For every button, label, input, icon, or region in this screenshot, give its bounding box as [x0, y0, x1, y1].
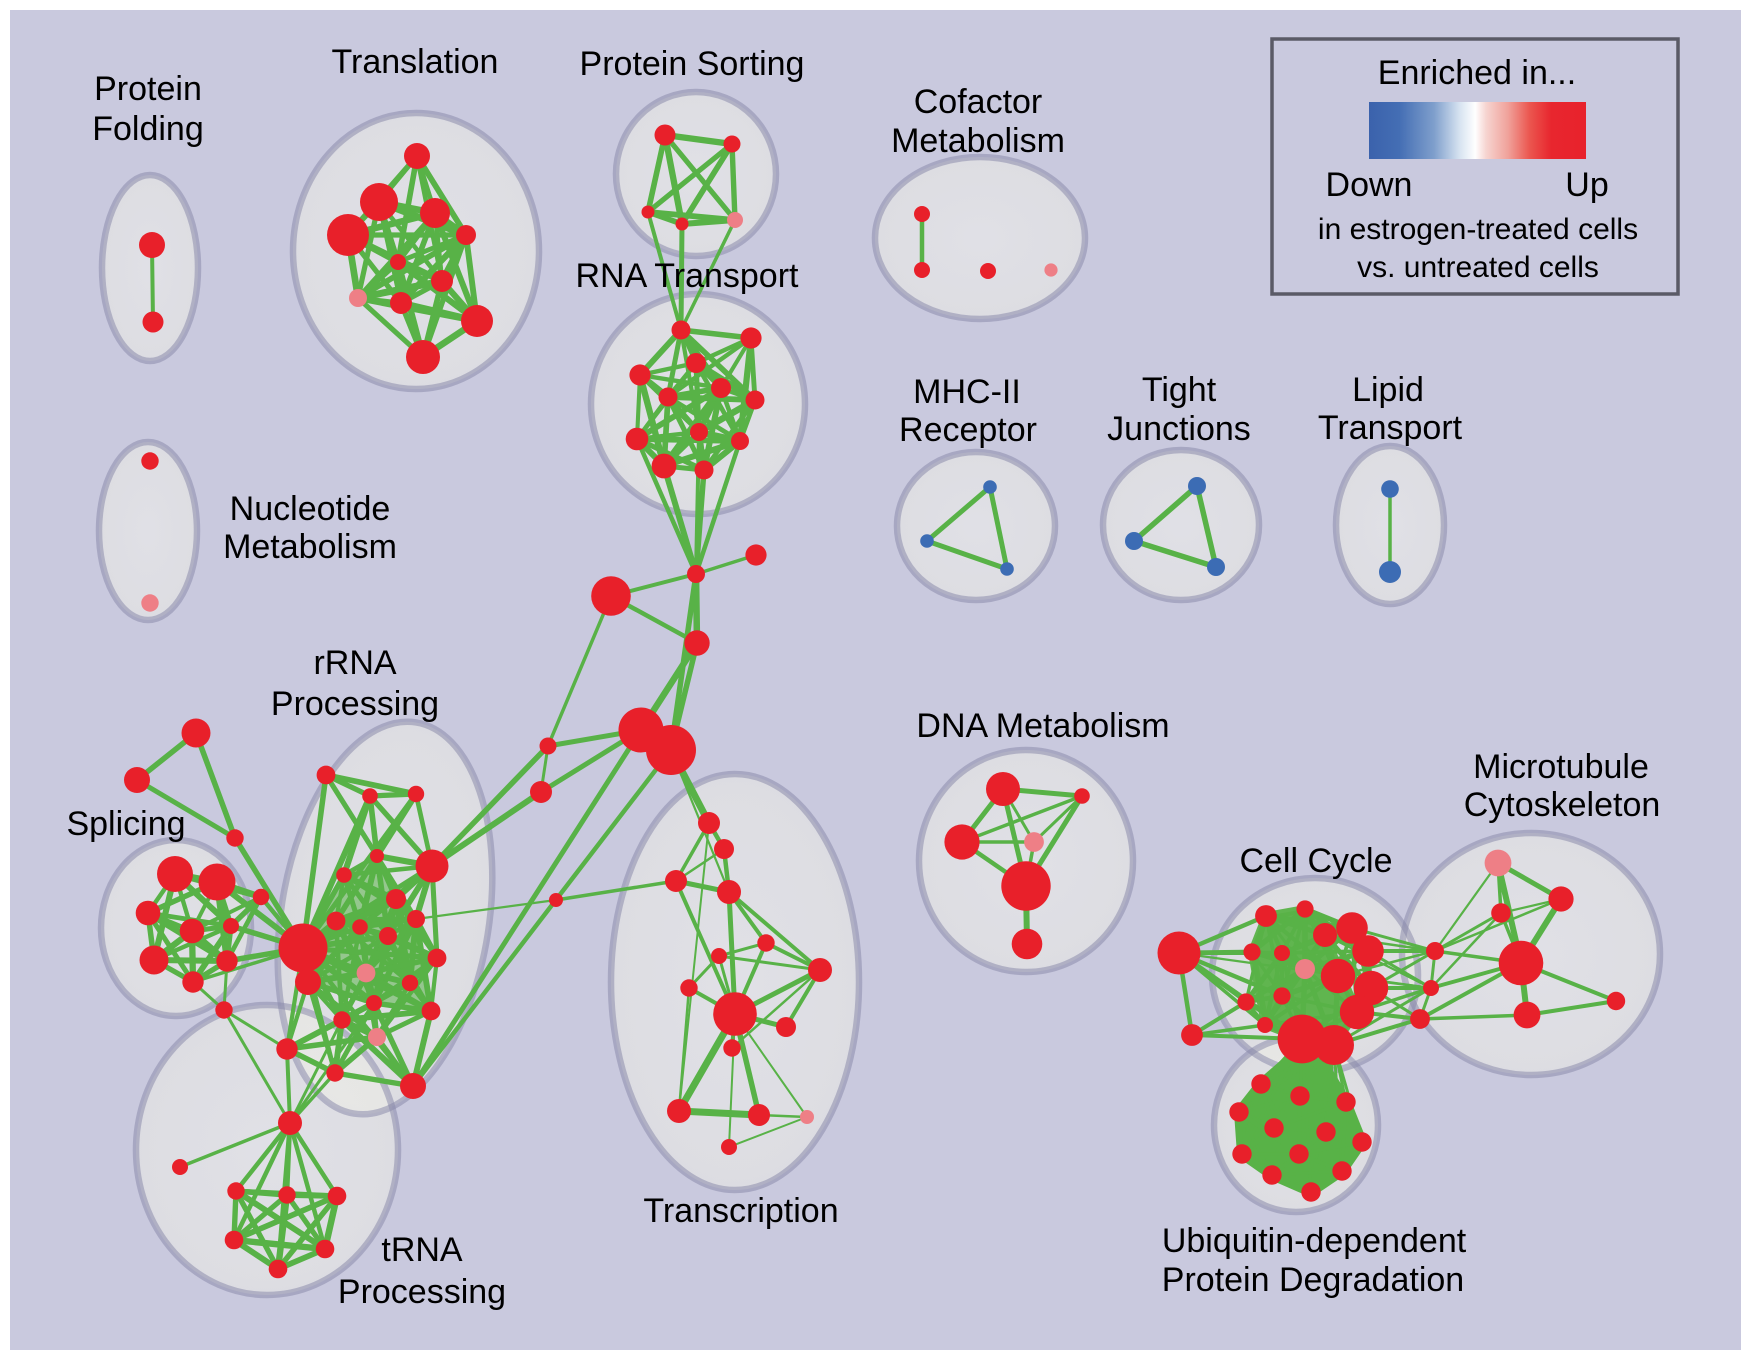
svg-text:Enriched in...: Enriched in... — [1378, 54, 1576, 92]
svg-text:Transport: Transport — [1318, 409, 1463, 447]
svg-text:Processing: Processing — [271, 685, 439, 723]
svg-text:tRNA: tRNA — [381, 1231, 463, 1269]
svg-text:DNA Metabolism: DNA Metabolism — [916, 707, 1169, 745]
svg-text:Transcription: Transcription — [643, 1192, 838, 1230]
svg-text:Junctions: Junctions — [1107, 410, 1251, 448]
svg-text:Metabolism: Metabolism — [223, 528, 397, 566]
svg-text:Nucleotide: Nucleotide — [230, 490, 391, 528]
svg-text:Down: Down — [1326, 166, 1413, 204]
svg-text:Up: Up — [1565, 166, 1608, 204]
svg-text:Tight: Tight — [1142, 371, 1217, 409]
svg-text:Cytoskeleton: Cytoskeleton — [1464, 786, 1661, 824]
svg-text:Metabolism: Metabolism — [891, 122, 1065, 160]
svg-text:Protein Degradation: Protein Degradation — [1162, 1261, 1464, 1299]
svg-text:Lipid: Lipid — [1352, 371, 1424, 409]
svg-text:RNA Transport: RNA Transport — [576, 257, 800, 295]
svg-text:rRNA: rRNA — [313, 644, 396, 682]
svg-text:Protein Sorting: Protein Sorting — [580, 45, 805, 83]
svg-text:Microtubule: Microtubule — [1473, 748, 1649, 786]
svg-text:Processing: Processing — [338, 1273, 506, 1311]
svg-text:Ubiquitin-dependent: Ubiquitin-dependent — [1162, 1222, 1467, 1260]
svg-text:Protein: Protein — [94, 70, 202, 108]
svg-text:Translation: Translation — [332, 43, 499, 81]
svg-text:Cell Cycle: Cell Cycle — [1239, 842, 1392, 880]
svg-text:vs. untreated cells: vs. untreated cells — [1357, 251, 1599, 284]
svg-text:Folding: Folding — [92, 110, 204, 148]
svg-text:Splicing: Splicing — [66, 805, 185, 843]
svg-text:MHC-II: MHC-II — [913, 373, 1021, 411]
svg-text:in estrogen-treated cells: in estrogen-treated cells — [1318, 213, 1638, 246]
svg-text:Cofactor: Cofactor — [914, 83, 1043, 121]
svg-text:Receptor: Receptor — [899, 411, 1037, 449]
